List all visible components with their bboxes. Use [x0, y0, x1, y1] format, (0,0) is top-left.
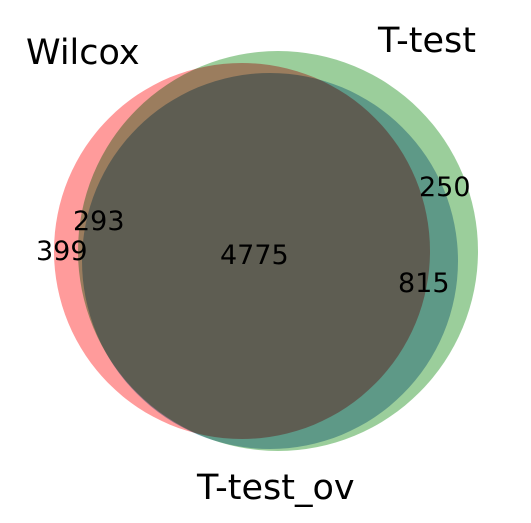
ttest-ov-circle — [82, 73, 458, 449]
count-wilcox-ttest: 293 — [73, 206, 125, 237]
set-label-wilcox: Wilcox — [26, 33, 140, 73]
set-label-ttest: T-test — [377, 21, 476, 61]
count-ttest-only: 250 — [419, 172, 471, 203]
count-wilcox-only: 399 — [36, 236, 88, 267]
set-label-ttest-ov: T-test_ov — [196, 468, 355, 508]
count-all-three: 4775 — [220, 240, 289, 271]
count-ttest-ttestov: 815 — [398, 268, 450, 299]
venn-circles — [54, 51, 478, 451]
